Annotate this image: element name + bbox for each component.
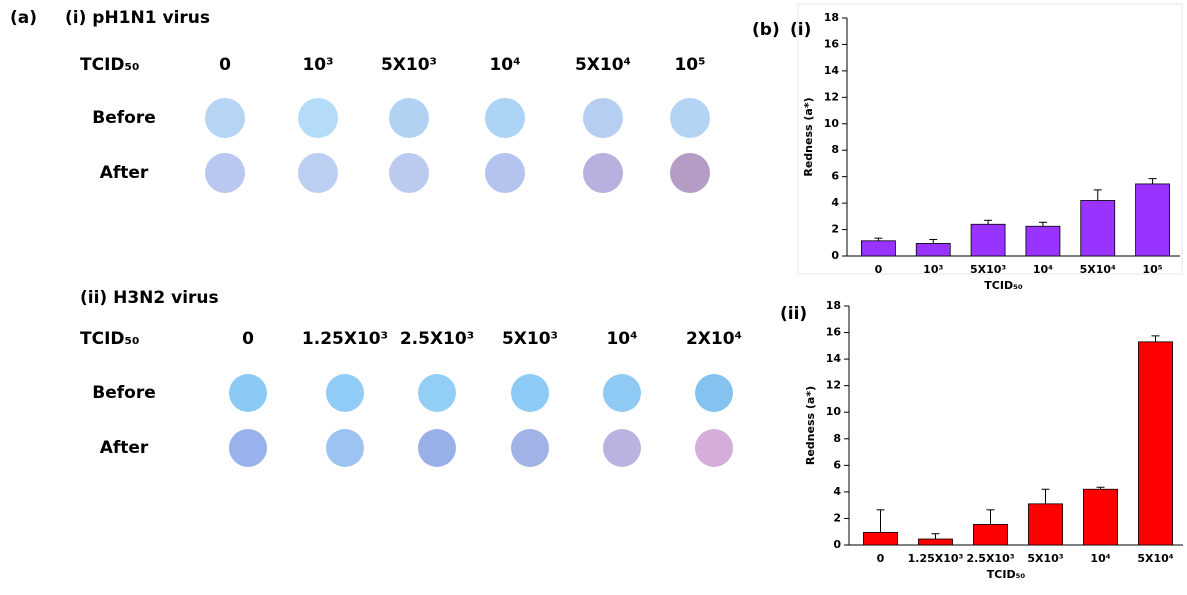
y-tick-label: 4 bbox=[833, 485, 841, 498]
row-label: Before bbox=[92, 383, 155, 403]
concentration: 5X10³ bbox=[381, 55, 437, 75]
sample-dot bbox=[485, 98, 525, 138]
x-axis-label: TCID₅₀ bbox=[987, 568, 1026, 581]
tcid-label: TCID₅₀ bbox=[80, 329, 139, 349]
y-tick-label: 16 bbox=[826, 326, 842, 339]
concentration: 10³ bbox=[302, 55, 333, 75]
sample-dot bbox=[511, 429, 549, 467]
y-tick-label: 8 bbox=[831, 143, 839, 156]
figure: (a) (b) (i) pH1N1 virus TCID₅₀ 0 10³ 5X10³ 10… bbox=[0, 0, 1187, 595]
y-tick-label: 6 bbox=[833, 458, 841, 471]
y-tick-label: 18 bbox=[826, 299, 841, 312]
y-tick-label: 14 bbox=[826, 352, 842, 365]
row-label: Before bbox=[92, 108, 155, 128]
bar bbox=[1083, 489, 1117, 545]
concentration: 0 bbox=[219, 55, 231, 75]
sample-dot bbox=[695, 374, 733, 412]
panel-label: (ii) bbox=[780, 304, 807, 324]
concentration: 0 bbox=[242, 329, 254, 349]
bar bbox=[916, 243, 950, 256]
y-tick-label: 4 bbox=[831, 196, 839, 209]
x-tick-label: 10⁴ bbox=[1090, 552, 1110, 565]
concentration: 5X10³ bbox=[502, 329, 558, 349]
bar bbox=[1081, 200, 1115, 256]
y-tick-label: 0 bbox=[833, 538, 841, 551]
x-tick-label: 0 bbox=[877, 552, 885, 565]
sample-dot bbox=[583, 153, 623, 193]
y-tick-label: 14 bbox=[824, 64, 840, 77]
concentration: 2.5X10³ bbox=[400, 329, 474, 349]
sample-dot bbox=[511, 374, 549, 412]
sample-dot bbox=[326, 374, 364, 412]
sample-dot bbox=[603, 374, 641, 412]
x-axis-label: TCID₅₀ bbox=[984, 279, 1023, 292]
tcid-label: TCID₅₀ bbox=[80, 55, 139, 75]
sample-dot bbox=[670, 98, 710, 138]
sample-dot bbox=[670, 153, 710, 193]
panel-title: (i) pH1N1 virus bbox=[65, 8, 210, 28]
bar bbox=[861, 241, 895, 256]
y-tick-label: 16 bbox=[824, 37, 840, 50]
concentration: 10⁵ bbox=[674, 55, 705, 75]
y-tick-label: 8 bbox=[833, 432, 841, 445]
y-tick-label: 12 bbox=[826, 379, 841, 392]
sample-dot bbox=[205, 98, 245, 138]
x-tick-label: 5X10³ bbox=[970, 263, 1006, 276]
panel-label: (a) bbox=[10, 8, 37, 28]
bar bbox=[1136, 184, 1170, 256]
bar bbox=[918, 539, 952, 545]
sample-dot bbox=[298, 153, 338, 193]
x-tick-label: 5X10⁴ bbox=[1080, 263, 1116, 276]
panel-title: (ii) H3N2 virus bbox=[80, 288, 219, 308]
concentration: 5X10⁴ bbox=[575, 55, 631, 75]
concentration: 2X10⁴ bbox=[686, 329, 742, 349]
sample-dot bbox=[389, 153, 429, 193]
row-label: After bbox=[100, 438, 149, 458]
bar bbox=[1028, 504, 1062, 545]
sample-dot bbox=[603, 429, 641, 467]
sample-dot bbox=[229, 429, 267, 467]
x-tick-label: 10⁴ bbox=[1033, 263, 1053, 276]
x-tick-label: 10⁵ bbox=[1143, 263, 1163, 276]
concentration: 10⁴ bbox=[606, 329, 637, 349]
bar bbox=[971, 224, 1005, 256]
x-tick-label: 5X10⁴ bbox=[1137, 552, 1173, 565]
concentration: 10⁴ bbox=[489, 55, 520, 75]
sample-dot bbox=[205, 153, 245, 193]
y-tick-label: 2 bbox=[833, 511, 841, 524]
bar bbox=[973, 524, 1007, 545]
y-tick-label: 18 bbox=[824, 11, 839, 24]
row-label: After bbox=[100, 163, 149, 183]
bar bbox=[863, 532, 897, 545]
x-tick-label: 0 bbox=[875, 263, 883, 276]
panel-label: (b) bbox=[752, 20, 780, 40]
y-tick-label: 10 bbox=[824, 117, 840, 130]
y-axis-label: Redness (a*) bbox=[802, 97, 815, 176]
x-tick-label: 2.5X10³ bbox=[966, 552, 1014, 565]
x-tick-label: 1.25X10³ bbox=[908, 552, 964, 565]
sample-dot bbox=[229, 374, 267, 412]
sample-dot bbox=[389, 98, 429, 138]
sample-dot bbox=[298, 98, 338, 138]
bar bbox=[1026, 226, 1060, 256]
y-axis-label: Redness (a*) bbox=[804, 386, 817, 465]
sample-dot bbox=[418, 429, 456, 467]
sample-dot bbox=[695, 429, 733, 467]
y-tick-label: 0 bbox=[831, 249, 839, 262]
y-tick-label: 6 bbox=[831, 170, 839, 183]
bar bbox=[1138, 342, 1172, 545]
y-tick-label: 2 bbox=[831, 223, 839, 236]
panel-label: (i) bbox=[790, 20, 811, 40]
sample-dot bbox=[418, 374, 456, 412]
sample-dot bbox=[485, 153, 525, 193]
sample-dot bbox=[583, 98, 623, 138]
x-tick-label: 5X10³ bbox=[1027, 552, 1063, 565]
sample-dot bbox=[326, 429, 364, 467]
y-tick-label: 10 bbox=[826, 405, 842, 418]
x-tick-label: 10³ bbox=[923, 263, 943, 276]
concentration: 1.25X10³ bbox=[302, 329, 388, 349]
y-tick-label: 12 bbox=[824, 90, 839, 103]
